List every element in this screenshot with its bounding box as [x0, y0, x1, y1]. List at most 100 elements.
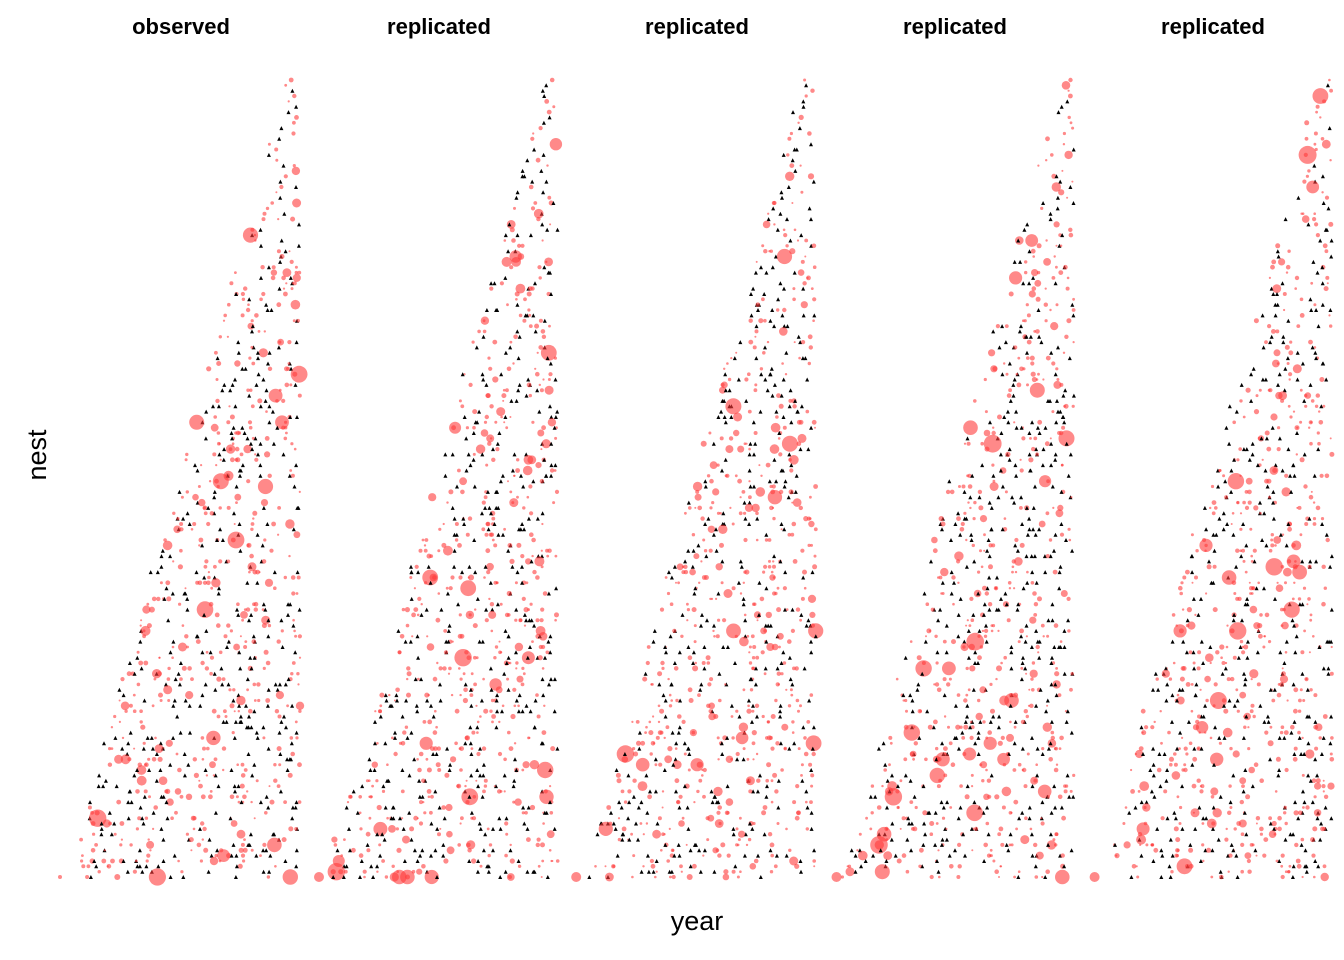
data-point — [870, 784, 875, 788]
data-point — [1263, 635, 1267, 638]
data-point — [716, 736, 720, 740]
marker-point — [1221, 511, 1226, 516]
marker-point — [479, 698, 484, 703]
data-point — [481, 527, 486, 532]
marker-point — [464, 436, 469, 441]
data-point — [692, 481, 703, 492]
marker-point — [400, 768, 405, 772]
data-point — [509, 340, 513, 344]
data-point — [537, 864, 541, 868]
data-point — [845, 867, 855, 877]
data-point — [409, 576, 413, 579]
marker-point — [99, 832, 104, 837]
data-point — [535, 157, 541, 163]
data-point — [1053, 255, 1056, 258]
data-point — [378, 709, 382, 714]
marker-point — [102, 741, 106, 746]
marker-point — [484, 308, 489, 312]
marker-point — [147, 768, 152, 772]
data-point — [1238, 447, 1242, 451]
marker-point — [552, 826, 557, 831]
data-point — [273, 763, 277, 767]
data-point — [211, 708, 217, 714]
data-point — [540, 344, 557, 361]
data-point — [929, 629, 932, 633]
marker-point — [409, 570, 414, 575]
data-point — [229, 281, 234, 286]
marker-point — [962, 639, 967, 644]
data-point — [1174, 853, 1179, 858]
data-point — [954, 551, 964, 561]
data-point — [492, 339, 498, 345]
data-point — [1314, 723, 1323, 731]
data-point — [772, 772, 778, 778]
marker-point — [1316, 447, 1321, 452]
data-point — [701, 661, 706, 665]
data-point — [218, 559, 223, 564]
marker-point — [1266, 719, 1271, 724]
marker-point — [409, 837, 414, 842]
data-point — [426, 789, 432, 794]
data-point — [250, 527, 254, 531]
marker-point — [266, 687, 271, 692]
marker-point — [250, 773, 255, 778]
data-point — [531, 420, 535, 424]
marker-point — [779, 661, 784, 665]
marker-point — [1316, 864, 1321, 869]
marker-point — [762, 832, 767, 837]
data-point — [443, 545, 453, 556]
marker-point — [1199, 639, 1204, 644]
marker-point — [554, 586, 559, 591]
data-point — [514, 798, 522, 806]
data-point — [777, 632, 784, 640]
data-point — [485, 463, 489, 467]
marker-point — [439, 607, 444, 612]
data-point — [1293, 581, 1296, 584]
data-point — [980, 441, 984, 446]
data-point — [702, 767, 707, 773]
data-point — [290, 365, 308, 383]
marker-point — [293, 382, 298, 387]
data-point — [523, 607, 529, 613]
marker-point — [533, 281, 537, 286]
panel-title: replicated — [903, 14, 1007, 39]
data-point — [252, 682, 257, 687]
data-point — [734, 634, 738, 638]
data-point — [458, 399, 462, 403]
marker-point — [1313, 757, 1318, 762]
data-point — [1011, 570, 1014, 574]
data-point — [119, 843, 123, 847]
data-point — [1039, 475, 1052, 488]
data-point — [140, 625, 151, 636]
data-point — [668, 827, 671, 831]
data-point — [546, 830, 555, 839]
data-point — [418, 548, 423, 553]
marker-point — [254, 853, 259, 858]
data-point — [726, 623, 741, 639]
data-point — [485, 521, 490, 527]
marker-point — [987, 500, 992, 505]
data-point — [1001, 805, 1006, 810]
data-point — [1315, 233, 1320, 238]
marker-point — [1057, 645, 1061, 649]
data-point — [427, 795, 431, 799]
marker-point — [528, 233, 533, 238]
data-point — [1315, 110, 1318, 114]
marker-point — [409, 730, 414, 735]
data-point — [370, 795, 373, 798]
data-point — [735, 751, 740, 757]
marker-point — [1308, 382, 1313, 387]
data-point — [1204, 675, 1211, 683]
data-point — [1288, 372, 1293, 377]
data-point — [535, 371, 540, 377]
data-point — [434, 709, 437, 713]
marker-point — [541, 120, 546, 125]
data-point — [1201, 843, 1205, 847]
marker-point — [798, 340, 803, 345]
data-point — [222, 319, 226, 322]
data-point — [675, 581, 677, 584]
data-point — [937, 849, 940, 852]
data-point — [1032, 255, 1035, 258]
data-point — [297, 800, 302, 804]
data-point — [942, 677, 947, 682]
